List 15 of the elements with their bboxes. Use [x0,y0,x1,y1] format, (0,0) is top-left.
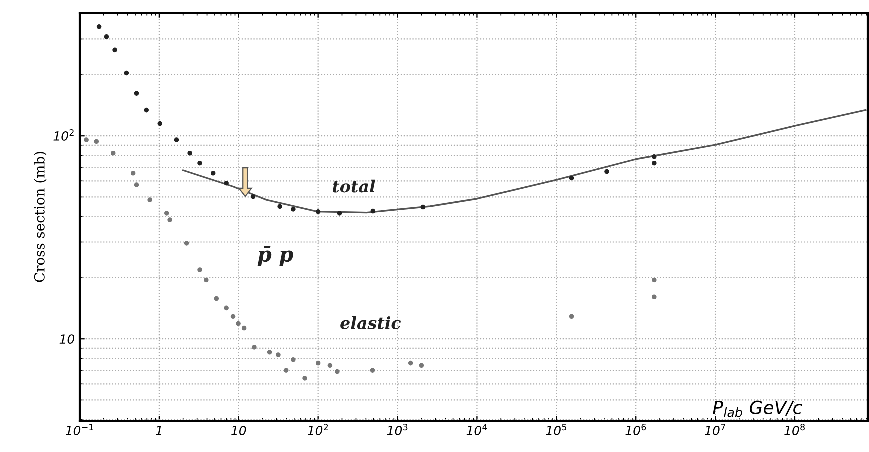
x-tick-label: 10$^{8}$ [784,424,805,436]
x-tick-label: 10$^{4}$ [466,424,488,436]
x-tick-label: 10$^{5}$ [546,424,566,436]
x-tick-label: 10$^{2}$ [308,424,328,436]
x-tick-label: 10$^{6}$ [626,424,646,436]
x-tick-label: 10$^{−1}$ [66,424,94,436]
y-axis-title: Cross section (mb) [34,152,47,282]
x-tick-label: 10 [232,426,246,436]
text: elastic [340,316,402,330]
x-axis-title: P$_{lab}$ GeV/c [713,400,802,418]
annotation: p̄ p [258,246,294,266]
x-tick-label: 10$^{7}$ [705,424,726,436]
x-tick-label: 1 [156,426,162,436]
x-tick-label: 10$^{3}$ [387,424,408,436]
series-label: total [332,180,376,193]
